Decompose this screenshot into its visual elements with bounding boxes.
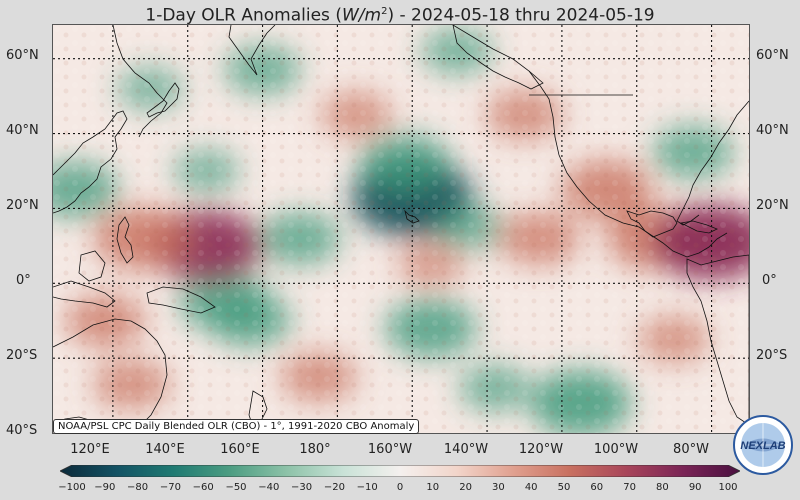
lon-label: 140°E bbox=[145, 442, 185, 457]
coastline-alaska bbox=[452, 25, 544, 90]
colorbar-tick-label: 40 bbox=[524, 482, 538, 493]
coastline-asia bbox=[53, 110, 128, 214]
coastline-east-coast bbox=[676, 100, 749, 226]
lon-label: 120°E bbox=[70, 442, 110, 457]
lon-label: 160°E bbox=[220, 442, 260, 457]
coastline-kamchatka bbox=[228, 25, 276, 76]
colorbar-tick-label: 90 bbox=[688, 482, 702, 493]
colorbar-fill bbox=[59, 464, 741, 478]
colorbar bbox=[59, 462, 741, 478]
lat-label-left: 60°N bbox=[6, 48, 39, 63]
lon-label: 120°W bbox=[518, 442, 564, 457]
lat-label-right: 40°N bbox=[756, 123, 789, 138]
lat-label-left: 20°N bbox=[6, 198, 39, 213]
colorbar-tick-label: 10 bbox=[426, 482, 440, 493]
coastline-indonesia bbox=[53, 280, 116, 308]
page-title: 1-Day OLR Anomalies (W/m2) - 2024-05-18 … bbox=[145, 5, 655, 26]
coastline-borneo bbox=[78, 250, 106, 282]
colorbar-tick-label: 20 bbox=[459, 482, 472, 493]
coastline-hawaii bbox=[404, 209, 420, 224]
coastline-north-america bbox=[528, 70, 728, 258]
colorbar-tick-label: −60 bbox=[192, 482, 214, 493]
lon-label: 160°W bbox=[367, 442, 413, 457]
coastline-cuba bbox=[679, 220, 718, 234]
lat-label-left: 40°N bbox=[6, 123, 39, 138]
colorbar-tick-label: 0 bbox=[396, 482, 404, 493]
lon-label: 140°W bbox=[443, 442, 489, 457]
colorbar-tick-label: 80 bbox=[656, 482, 669, 493]
lat-label-right: 60°N bbox=[756, 48, 789, 63]
colorbar-tick-label: −10 bbox=[356, 482, 378, 493]
lat-label-right: 20°S bbox=[756, 348, 788, 363]
field-texture bbox=[53, 25, 749, 433]
lon-label: 100°W bbox=[593, 442, 639, 457]
colorbar-tick-label: 50 bbox=[557, 482, 571, 493]
colorbar-tick-label: 70 bbox=[623, 482, 636, 493]
colorbar-tick-label: 100 bbox=[718, 482, 738, 493]
lat-label-left: 0° bbox=[16, 273, 31, 288]
lon-label: 180° bbox=[299, 442, 331, 457]
colorbar-tick-label: −50 bbox=[225, 482, 247, 493]
logo-text: NEXLAB bbox=[740, 440, 785, 452]
lon-label: 80°W bbox=[673, 442, 709, 457]
coastline-gulf bbox=[626, 210, 678, 238]
colorbar-tick-label: −70 bbox=[159, 482, 181, 493]
coastline-japan bbox=[146, 82, 180, 118]
colorbar-tick-label: 30 bbox=[492, 482, 505, 493]
colorbar-tick-label: −20 bbox=[323, 482, 345, 493]
lat-label-right: 0° bbox=[762, 273, 777, 288]
colorbar-tick-label: −40 bbox=[258, 482, 280, 493]
olr-anomaly-map[interactable] bbox=[52, 24, 750, 434]
coastline-philippines bbox=[116, 216, 134, 264]
coastline-south-america bbox=[686, 254, 749, 426]
colorbar-tick-label: 60 bbox=[590, 482, 604, 493]
colorbar-tick-label: −90 bbox=[94, 482, 116, 493]
coastline-russia-far-east bbox=[112, 25, 168, 138]
colorbar-tick-label: −80 bbox=[127, 482, 149, 493]
data-source-caption: NOAA/PSL CPC Daily Blended OLR (CBO) - 1… bbox=[53, 419, 420, 434]
lat-label-left: 20°S bbox=[6, 348, 38, 363]
nexlab-logo[interactable]: NEXLAB bbox=[732, 414, 794, 476]
coastlines bbox=[53, 25, 749, 432]
lat-label-left: 40°S bbox=[6, 423, 38, 438]
graticule bbox=[53, 25, 749, 433]
colorbar-tick-label: −100 bbox=[58, 482, 86, 493]
colorbar-tick-label: −30 bbox=[291, 482, 313, 493]
coastline-new-guinea bbox=[146, 286, 216, 314]
lat-label-right: 20°N bbox=[756, 198, 789, 213]
